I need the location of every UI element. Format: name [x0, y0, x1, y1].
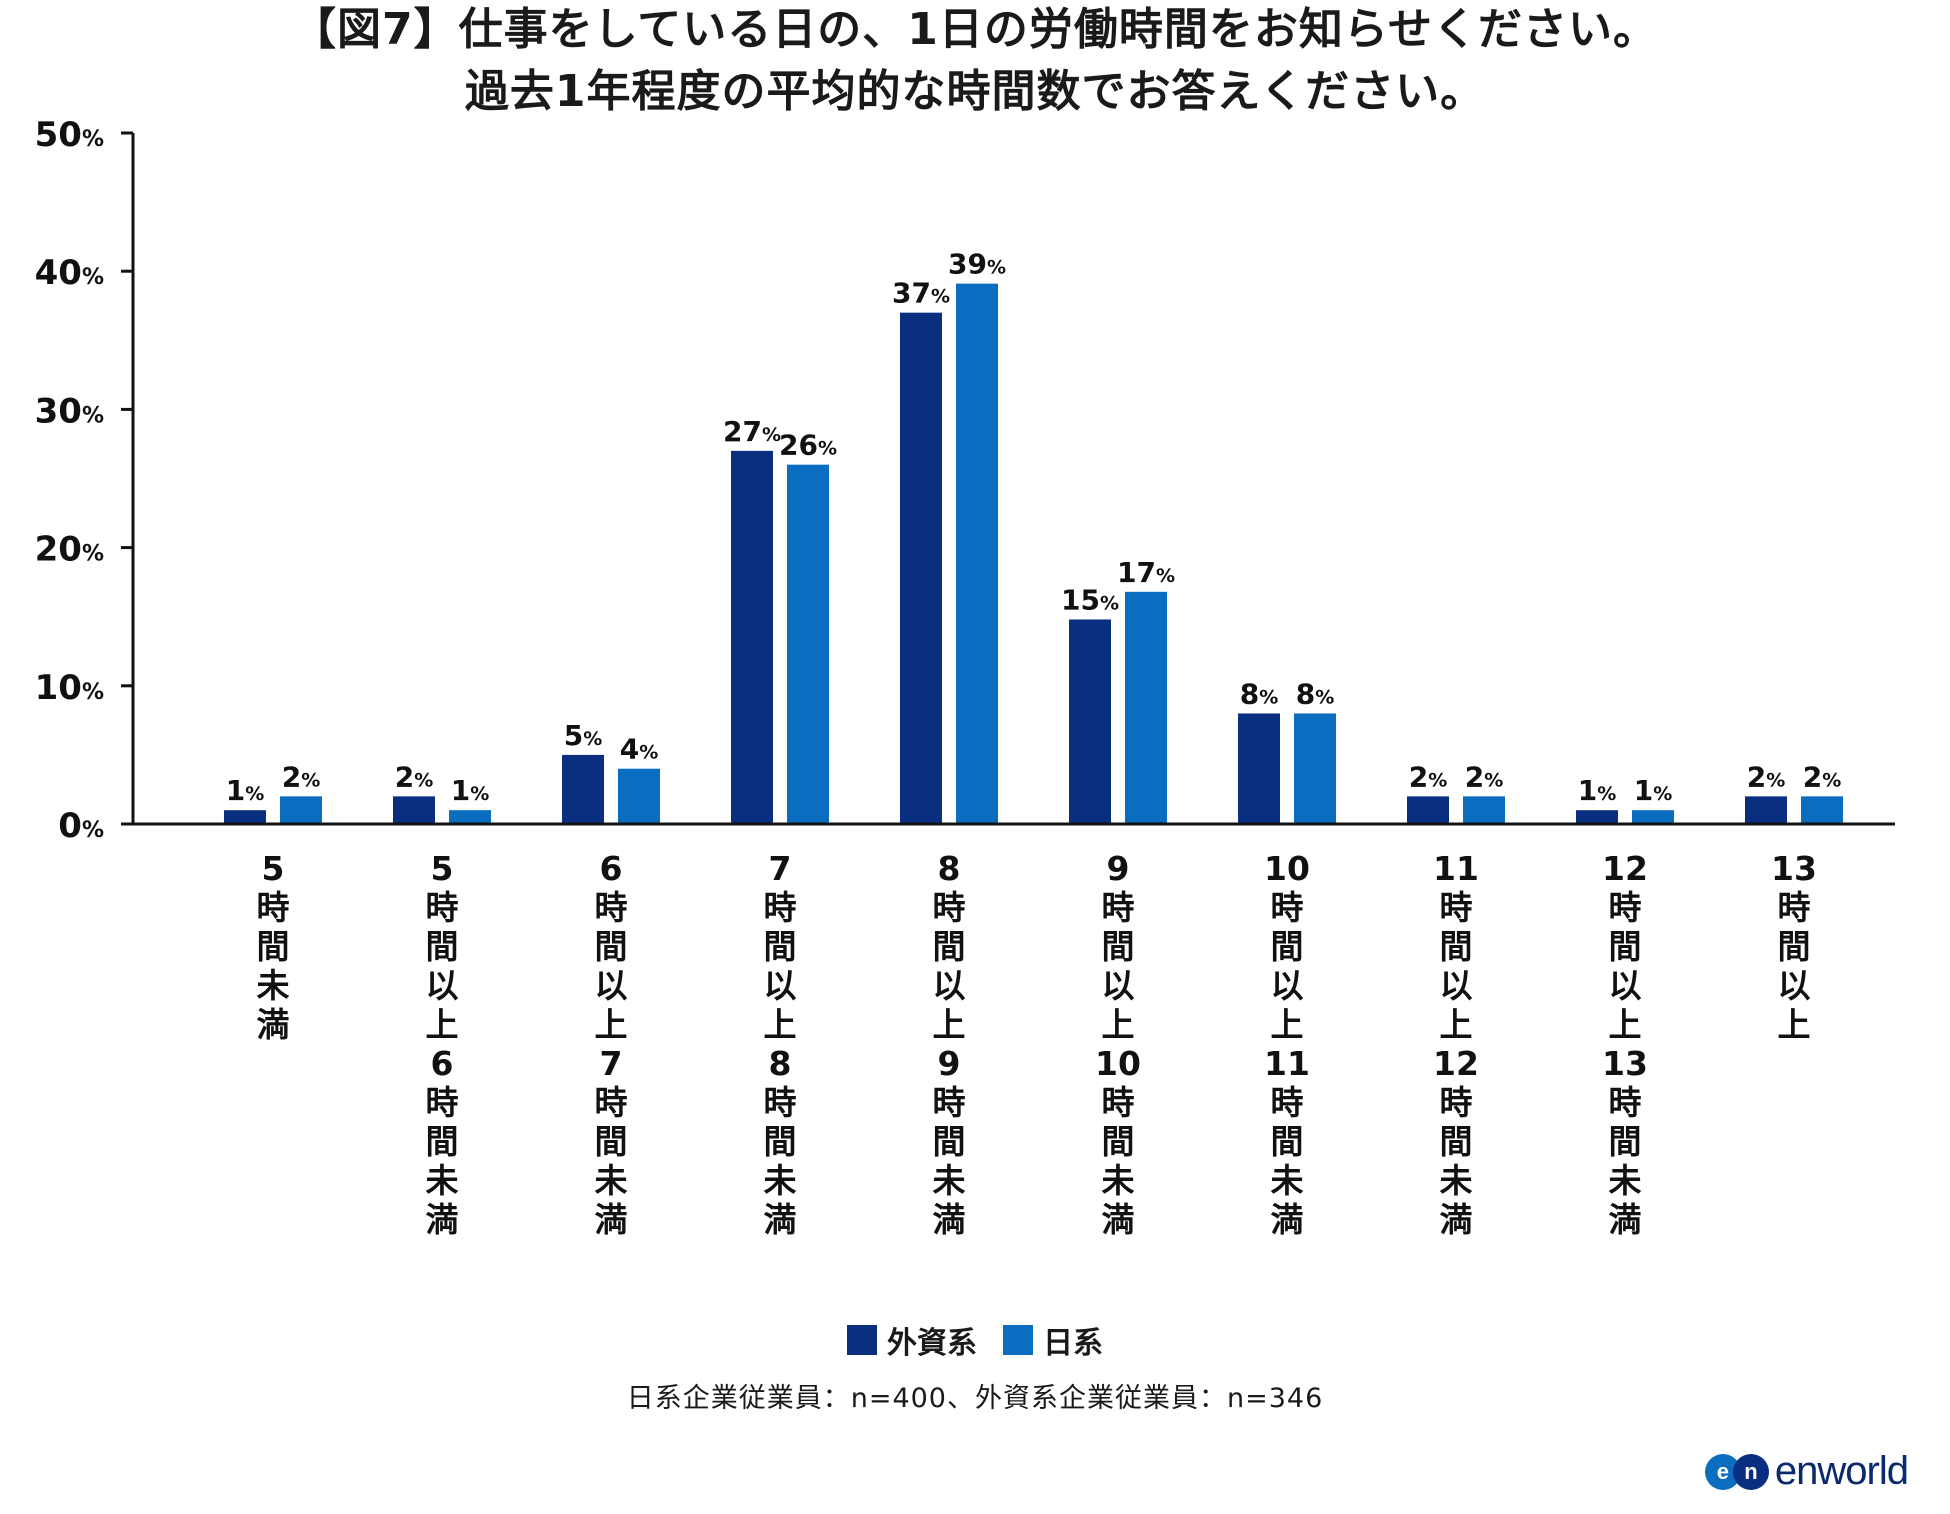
chart-title-line2: 過去1年程度の平均的な時間数でお答えください。 — [464, 66, 1486, 117]
logo-text: enworld — [1774, 1449, 1909, 1493]
legend: 外資系 日系 — [0, 1318, 1950, 1362]
y-tick-label: 0% — [58, 806, 104, 846]
logo-mark-n: n — [1732, 1453, 1769, 1490]
bar-japanese — [956, 283, 998, 824]
bar-foreign — [731, 450, 773, 824]
x-tick-label: 6 時間以上 7 時間未満 — [595, 849, 628, 1239]
logo-mark-icon: e n — [1704, 1453, 1769, 1490]
legend-item-foreign: 外資系 — [847, 1318, 977, 1362]
bar-value-label: 4% — [620, 733, 659, 766]
x-tick-label: 10 時間以上 11 時間未満 — [1264, 849, 1310, 1239]
y-tick-label: 40% — [35, 253, 104, 293]
bar-value-label: 8% — [1296, 677, 1335, 710]
legend-item-japanese: 日系 — [1003, 1318, 1103, 1362]
sample-size-note: 日系企業従業員：n=400、外資系企業従業員：n=346 — [626, 1383, 1324, 1414]
y-tick-label: 30% — [35, 391, 104, 431]
x-tick-label: 11 時間以上 12 時間未満 — [1433, 849, 1479, 1239]
bar-value-label: 1% — [1634, 774, 1673, 807]
bar-value-label: 1% — [226, 774, 265, 807]
bar-foreign — [1407, 796, 1449, 824]
legend-label-foreign: 外資系 — [887, 1326, 977, 1361]
enworld-logo[interactable]: e n enworld — [1704, 1449, 1909, 1494]
bar-japanese — [1294, 713, 1336, 824]
chart-title-line1: 【図7】仕事をしている日の、1日の労働時間をお知らせください。 — [291, 4, 1659, 55]
y-tick-label: 20% — [35, 530, 104, 570]
bar-value-label: 27% — [723, 415, 781, 448]
y-tick-label: 10% — [35, 668, 104, 708]
bar-value-label: 8% — [1240, 677, 1279, 710]
bar-foreign — [1238, 713, 1280, 824]
bar-value-label: 17% — [1117, 556, 1175, 589]
x-tick-label: 5 時間以上 6 時間未満 — [426, 849, 459, 1239]
bar-foreign — [900, 312, 942, 824]
bar-japanese — [1463, 796, 1505, 824]
x-tick-label: 13 時間以上 — [1771, 849, 1817, 1044]
bar-japanese — [449, 810, 491, 824]
bar-japanese — [1632, 810, 1674, 824]
bar-foreign — [1069, 619, 1111, 824]
legend-swatch-japanese — [1003, 1325, 1033, 1355]
bar-value-label: 2% — [1803, 760, 1842, 793]
x-tick-label: 5 時間未満 — [257, 849, 290, 1044]
bar-value-label: 1% — [451, 774, 490, 807]
bar-chart: 0% 10% 20% 30% 40% 50% 1% 2% 5 時間未満 2% 1% 5 時間以上 6 時間未満… — [35, 115, 1895, 1239]
bar-foreign — [562, 754, 604, 824]
legend-label-japanese: 日系 — [1043, 1326, 1103, 1361]
bar-japanese — [787, 464, 829, 824]
bar-value-label: 2% — [282, 760, 321, 793]
x-tick-label: 7 時間以上 8 時間未満 — [764, 849, 797, 1239]
bar-japanese — [1801, 796, 1843, 824]
bar-foreign — [1745, 796, 1787, 824]
bar-value-label: 37% — [892, 277, 950, 310]
bar-value-label: 39% — [948, 248, 1006, 281]
bar-foreign — [224, 810, 266, 824]
bar-value-label: 15% — [1061, 583, 1119, 616]
bar-japanese — [280, 796, 322, 824]
bar-foreign — [393, 796, 435, 824]
bar-value-label: 2% — [1747, 760, 1786, 793]
bar-value-label: 5% — [564, 719, 603, 752]
bar-value-label: 26% — [779, 429, 837, 462]
legend-swatch-foreign — [847, 1325, 877, 1355]
bar-value-label: 2% — [395, 760, 434, 793]
x-tick-label: 12 時間以上 13 時間未満 — [1602, 849, 1648, 1239]
bar-foreign — [1576, 810, 1618, 824]
y-tick-label: 50% — [35, 115, 104, 155]
x-tick-label: 8 時間以上 9 時間未満 — [933, 849, 966, 1239]
bar-japanese — [618, 768, 660, 824]
x-tick-label: 9 時間以上 10 時間未満 — [1095, 849, 1141, 1239]
bar-japanese — [1125, 591, 1167, 824]
bar-value-label: 2% — [1409, 760, 1448, 793]
bar-value-label: 1% — [1578, 774, 1617, 807]
bar-value-label: 2% — [1465, 760, 1504, 793]
